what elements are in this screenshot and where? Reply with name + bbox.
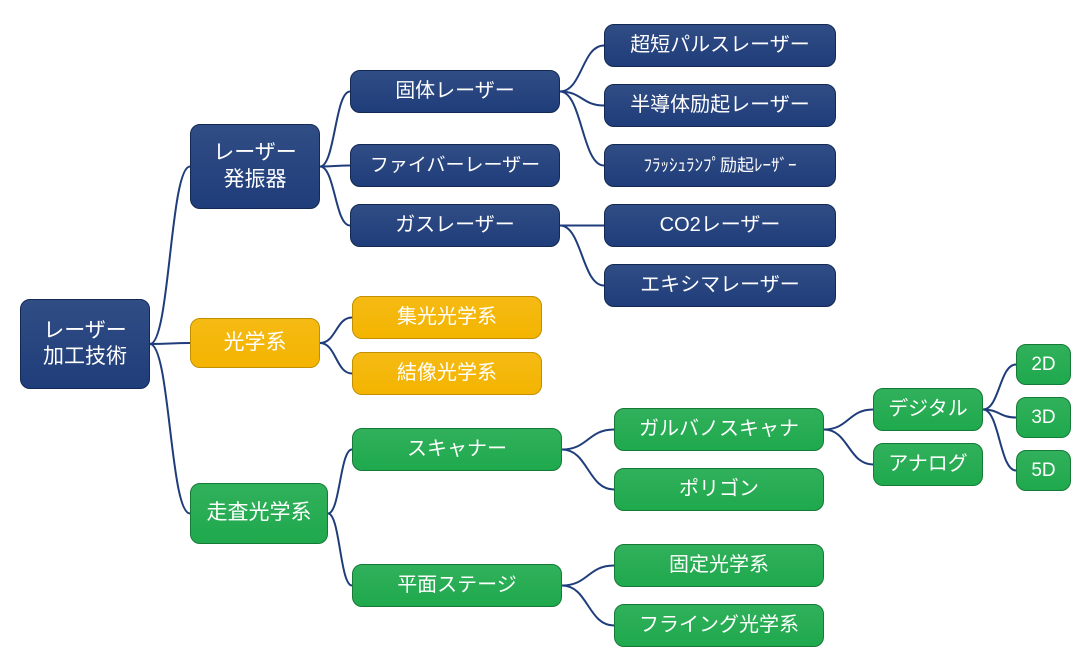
edge-solid-ldp [560,92,604,106]
node-ultrashort: 超短パルスレーザー [604,24,836,67]
node-polygon: ポリゴン [614,468,824,511]
node-d3d: 3D [1016,397,1071,438]
edge-osc-gas [320,167,350,226]
node-osc: レーザー 発振器 [190,124,320,209]
node-ldp: 半導体励起レーザー [604,84,836,127]
node-solid: 固体レーザー [350,70,560,113]
edge-solid-flash [560,92,604,166]
node-d5d: 5D [1016,450,1071,491]
node-co2: CO2レーザー [604,204,836,247]
node-digital: デジタル [873,388,983,431]
edge-galvano-analog [824,430,873,465]
node-scan: 走査光学系 [190,483,328,544]
edge-stage-flying [562,586,614,626]
edge-gas-excimer [560,226,604,286]
node-root: レーザー 加工技術 [20,299,150,389]
node-scanner: スキャナー [352,428,562,471]
edge-osc-fiber [320,166,350,167]
edge-digital-d2d [983,365,1016,410]
edge-root-osc [150,167,190,345]
node-flying: フライング光学系 [614,604,824,647]
edge-osc-solid [320,92,350,167]
node-fixedopt: 固定光学系 [614,544,824,587]
edge-scanner-galvano [562,430,614,450]
edge-solid-ultrashort [560,46,604,92]
edge-scan-scanner [328,450,352,514]
node-excimer: エキシマレーザー [604,264,836,307]
node-d2d: 2D [1016,344,1071,385]
edge-galvano-digital [824,410,873,430]
edge-optics-image [320,343,352,374]
edge-scanner-polygon [562,450,614,490]
node-focus: 集光光学系 [352,296,542,339]
edge-optics-focus [320,318,352,344]
node-image: 結像光学系 [352,352,542,395]
edge-root-optics [150,343,190,344]
node-analog: アナログ [873,443,983,486]
node-flash: ﾌﾗｯｼｭﾗﾝﾌﾟ励起ﾚｰｻﾞｰ [604,144,836,187]
tree-diagram: レーザー 加工技術 レーザー 発振器固体レーザーファイバーレーザーガスレーザー 超短… [0,0,1087,659]
node-stage: 平面ステージ [352,564,562,607]
node-fiber: ファイバーレーザー [350,144,560,187]
edge-scan-stage [328,514,352,586]
edge-digital-d5d [983,410,1016,471]
node-optics: 光学系 [190,318,320,368]
node-galvano: ガルバノスキャナ [614,408,824,451]
edge-stage-fixedopt [562,566,614,586]
edge-root-scan [150,344,190,514]
edge-digital-d3d [983,410,1016,418]
node-gas: ガスレーザー [350,204,560,247]
